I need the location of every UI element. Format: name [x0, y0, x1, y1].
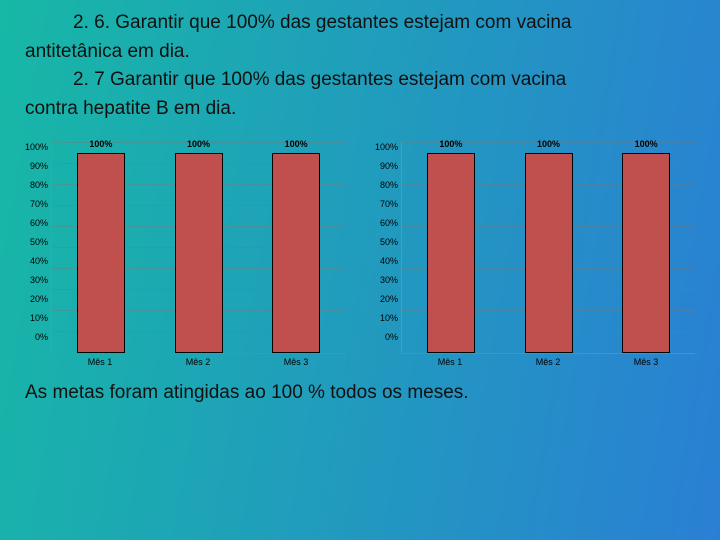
conclusion-text: As metas foram atingidas ao 100 % todos … — [25, 382, 695, 404]
chart-right-plot-wrap: 100%100%100% Mês 1 Mês 2 Mês 3 — [401, 142, 695, 367]
bar-value-label: 100% — [635, 139, 658, 149]
bar-value-label: 100% — [89, 139, 112, 149]
bar-value-label: 100% — [285, 139, 308, 149]
bars-container: 100%100%100% — [52, 142, 345, 353]
ytick: 10% — [30, 313, 48, 323]
ytick: 40% — [30, 256, 48, 266]
bars-container: 100%100%100% — [402, 142, 695, 353]
ytick: 30% — [380, 275, 398, 285]
bar-column: 100% — [500, 153, 597, 353]
bar — [272, 153, 320, 353]
chart-left: 100% 90% 80% 70% 60% 50% 40% 30% 20% 10%… — [25, 142, 345, 367]
ytick: 10% — [380, 313, 398, 323]
ytick: 90% — [30, 161, 48, 171]
bar-value-label: 100% — [439, 139, 462, 149]
bar-column: 100% — [248, 153, 345, 353]
xtick: Mês 3 — [634, 357, 659, 367]
bar — [427, 153, 475, 353]
gridline — [402, 353, 695, 354]
bar — [175, 153, 223, 353]
bar-column: 100% — [598, 153, 695, 353]
ytick: 20% — [380, 294, 398, 304]
paragraph-1-line-1: 2. 6. Garantir que 100% das gestantes es… — [25, 10, 695, 36]
ytick: 0% — [385, 332, 398, 342]
ytick: 70% — [30, 199, 48, 209]
chart-right-y-axis: 100% 90% 80% 70% 60% 50% 40% 30% 20% 10%… — [375, 142, 401, 342]
ytick: 100% — [25, 142, 48, 152]
ytick: 70% — [380, 199, 398, 209]
ytick: 0% — [35, 332, 48, 342]
xtick: Mês 3 — [284, 357, 309, 367]
chart-left-plot: 100%100%100% — [51, 142, 345, 354]
ytick: 20% — [30, 294, 48, 304]
ytick: 80% — [30, 180, 48, 190]
chart-left-x-axis: Mês 1 Mês 2 Mês 3 — [51, 354, 345, 367]
ytick: 100% — [375, 142, 398, 152]
bar-value-label: 100% — [187, 139, 210, 149]
xtick: Mês 1 — [88, 357, 113, 367]
charts-row: 100% 90% 80% 70% 60% 50% 40% 30% 20% 10%… — [25, 142, 695, 367]
chart-left-plot-wrap: 100%100%100% Mês 1 Mês 2 Mês 3 — [51, 142, 345, 367]
ytick: 60% — [380, 218, 398, 228]
gridline — [52, 353, 345, 354]
body-text: 2. 6. Garantir que 100% das gestantes es… — [25, 10, 695, 122]
bar — [622, 153, 670, 353]
bar — [525, 153, 573, 353]
chart-right-plot: 100%100%100% — [401, 142, 695, 354]
xtick: Mês 2 — [186, 357, 211, 367]
paragraph-2-line-1: 2. 7 Garantir que 100% das gestantes est… — [25, 67, 695, 93]
ytick: 40% — [380, 256, 398, 266]
ytick: 80% — [380, 180, 398, 190]
ytick: 30% — [30, 275, 48, 285]
bar-column: 100% — [403, 153, 500, 353]
ytick: 50% — [30, 237, 48, 247]
slide: 2. 6. Garantir que 100% das gestantes es… — [0, 0, 720, 540]
paragraph-2-line-2: contra hepatite B em dia. — [25, 96, 695, 122]
chart-left-y-axis: 100% 90% 80% 70% 60% 50% 40% 30% 20% 10%… — [25, 142, 51, 342]
ytick: 90% — [380, 161, 398, 171]
ytick: 50% — [380, 237, 398, 247]
chart-right: 100% 90% 80% 70% 60% 50% 40% 30% 20% 10%… — [375, 142, 695, 367]
ytick: 60% — [30, 218, 48, 228]
chart-right-x-axis: Mês 1 Mês 2 Mês 3 — [401, 354, 695, 367]
xtick: Mês 1 — [438, 357, 463, 367]
xtick: Mês 2 — [536, 357, 561, 367]
bar-column: 100% — [150, 153, 247, 353]
bar-column: 100% — [53, 153, 150, 353]
bar-value-label: 100% — [537, 139, 560, 149]
bar — [77, 153, 125, 353]
paragraph-1-line-2: antitetânica em dia. — [25, 39, 695, 65]
